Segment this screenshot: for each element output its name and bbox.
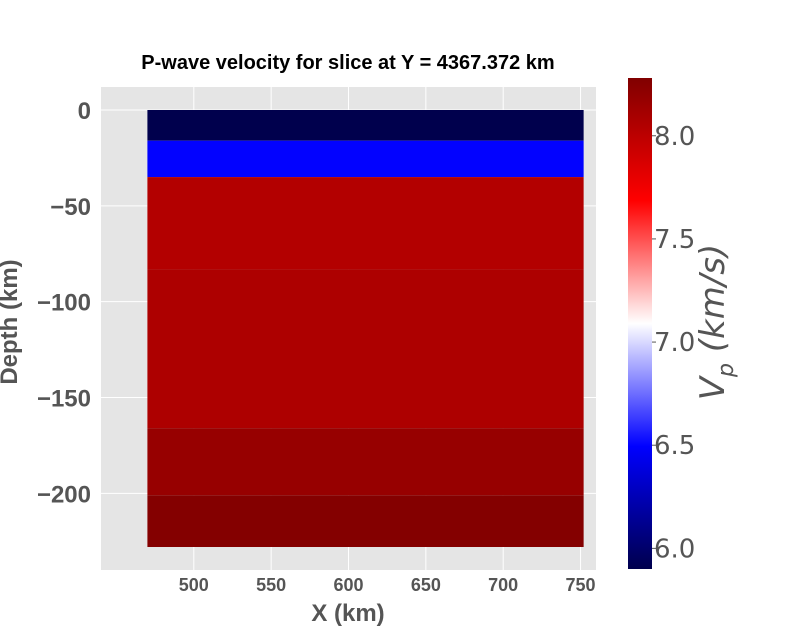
colorbar-label-main: V: [693, 374, 733, 400]
x-tick-labels: 500 550 600 650 700 750: [179, 575, 596, 595]
y-tick-label: −200: [37, 481, 91, 508]
x-tick-label: 750: [566, 575, 596, 595]
colorbar-label-unit: (km/s): [693, 244, 733, 363]
velocity-layer-5: [147, 428, 584, 496]
velocity-layer-1: [147, 110, 584, 141]
x-tick-label: 650: [411, 575, 441, 595]
colorbar-tick-label: 6.5: [654, 431, 695, 461]
colorbar-label-sub: p: [714, 363, 739, 378]
chart-title: P-wave velocity for slice at Y = 4367.37…: [141, 52, 554, 74]
colorbar-label: Vp (km/s): [693, 244, 739, 401]
colorbar-tick-label: 8.0: [654, 122, 695, 152]
y-tick-label: −100: [37, 290, 91, 317]
x-tick-label: 500: [179, 575, 209, 595]
x-tick-label: 550: [256, 575, 286, 595]
y-tick-label: 0: [78, 98, 91, 125]
colorbar-tick-labels: 6.0 6.5 7.0 7.5 8.0: [652, 122, 695, 564]
velocity-layer-3: [147, 177, 584, 270]
colorbar-tick-label: 6.0: [654, 534, 695, 564]
y-axis-label: Depth (km): [0, 259, 23, 384]
y-tick-label: −50: [50, 194, 91, 221]
y-tick-label: −150: [37, 386, 91, 413]
y-tick-labels: 0 −50 −100 −150 −200: [37, 98, 91, 508]
x-tick-label: 600: [333, 575, 363, 595]
colorbar-tick-label: 7.5: [654, 225, 695, 255]
velocity-layers: [147, 110, 584, 547]
x-tick-label: 700: [488, 575, 518, 595]
x-axis-label: X (km): [311, 600, 384, 627]
velocity-layer-2: [147, 140, 584, 178]
velocity-layer-6: [147, 495, 584, 547]
colorbar-tick-label: 7.0: [654, 328, 695, 358]
colorbar: [628, 78, 652, 569]
velocity-layer-4: [147, 269, 584, 429]
